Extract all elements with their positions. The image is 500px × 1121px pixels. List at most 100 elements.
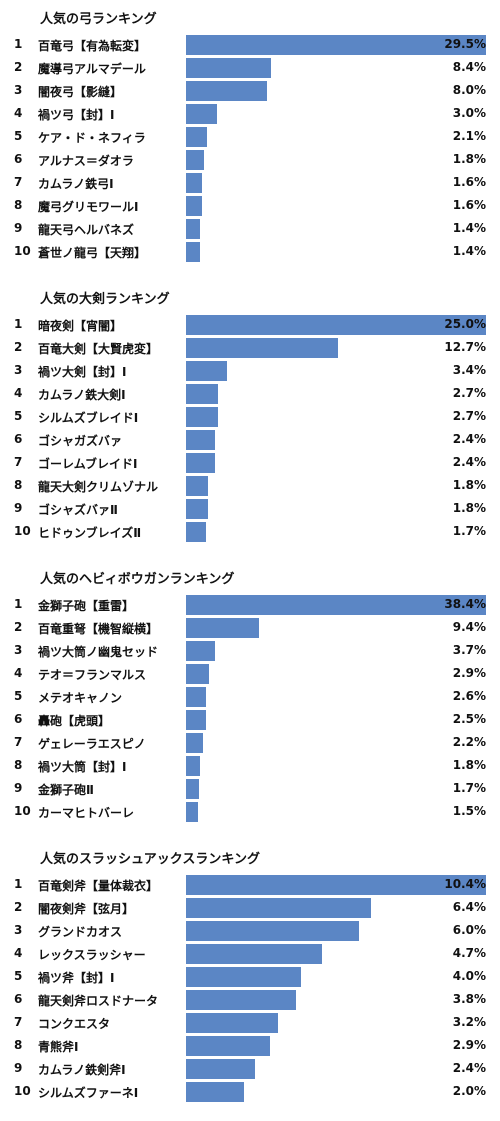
chart-row: 6 轟砲【虎頭】 2.5% <box>0 709 500 732</box>
value-label: 1.6% <box>452 175 486 189</box>
bar <box>186 756 200 776</box>
chart-row: 8 青熊斧Ⅰ 2.9% <box>0 1035 500 1058</box>
bar <box>186 35 486 55</box>
category-label: 禍ツ大剣【封】Ⅰ <box>38 365 127 379</box>
category-label: 禍ツ弓【封】Ⅰ <box>38 108 115 122</box>
category-label: カムラノ鉄剣斧Ⅰ <box>38 1063 126 1077</box>
value-label: 29.5% <box>444 37 486 51</box>
value-label: 1.8% <box>452 152 486 166</box>
bar <box>186 58 271 78</box>
rank-number: 4 <box>14 946 23 960</box>
value-label: 1.7% <box>452 524 486 538</box>
bar <box>186 338 338 358</box>
chart-row: 8 禍ツ大筒【封】Ⅰ 1.8% <box>0 755 500 778</box>
value-label: 12.7% <box>444 340 486 354</box>
value-label: 2.7% <box>452 386 486 400</box>
value-label: 3.2% <box>452 1015 486 1029</box>
category-label: シルムズブレイドⅠ <box>38 411 139 425</box>
category-label: 魔導弓アルマデール <box>38 62 146 76</box>
bar <box>186 1082 244 1102</box>
bar <box>186 150 204 170</box>
chart-row: 10 蒼世ノ龍弓【天翔】 1.4% <box>0 241 500 264</box>
bar <box>186 1059 255 1079</box>
value-label: 2.4% <box>452 432 486 446</box>
bar <box>186 898 371 918</box>
chart-row: 2 闇夜剣斧【弦月】 6.4% <box>0 897 500 920</box>
rank-number: 7 <box>14 455 23 469</box>
bar <box>186 81 267 101</box>
chart-row: 1 百竜弓【有為転変】 29.5% <box>0 34 500 57</box>
rank-number: 7 <box>14 735 23 749</box>
rank-number: 9 <box>14 781 23 795</box>
bar <box>186 219 200 239</box>
bar <box>186 664 209 684</box>
chart-row: 5 メテオキャノン 2.6% <box>0 686 500 709</box>
chart-row: 4 禍ツ弓【封】Ⅰ 3.0% <box>0 103 500 126</box>
category-label: 百竜剣斧【量体裁衣】 <box>38 879 159 893</box>
rank-number: 1 <box>14 37 23 51</box>
value-label: 1.7% <box>452 781 486 795</box>
category-label: グランドカオス <box>38 925 123 939</box>
chart-row: 5 シルムズブレイドⅠ 2.7% <box>0 406 500 429</box>
value-label: 2.4% <box>452 455 486 469</box>
chart-row: 9 ゴシャズバァⅡ 1.8% <box>0 498 500 521</box>
value-label: 9.4% <box>452 620 486 634</box>
category-label: ケア・ド・ネフィラ <box>38 131 146 145</box>
bar <box>186 710 206 730</box>
chart-row: 3 禍ツ大剣【封】Ⅰ 3.4% <box>0 360 500 383</box>
value-label: 3.8% <box>452 992 486 1006</box>
chart-row: 1 金獅子砲【重雷】 38.4% <box>0 594 500 617</box>
value-label: 1.8% <box>452 501 486 515</box>
rank-number: 7 <box>14 1015 23 1029</box>
chart-row: 4 レックスラッシャー 4.7% <box>0 943 500 966</box>
rank-number: 10 <box>14 244 31 258</box>
value-label: 2.5% <box>452 712 486 726</box>
bar <box>186 407 218 427</box>
rank-number: 3 <box>14 643 23 657</box>
value-label: 10.4% <box>444 877 486 891</box>
value-label: 1.4% <box>452 244 486 258</box>
chart-title: 人気のスラッシュアックスランキング <box>40 852 260 867</box>
chart-row: 10 シルムズファーネⅠ 2.0% <box>0 1081 500 1104</box>
category-label: 金獅子砲【重雷】 <box>38 599 135 613</box>
bar <box>186 430 215 450</box>
value-label: 8.0% <box>452 83 486 97</box>
category-label: コンクエスタ <box>38 1017 111 1031</box>
value-label: 1.4% <box>452 221 486 235</box>
rank-number: 5 <box>14 129 23 143</box>
category-label: レックスラッシャー <box>38 948 146 962</box>
rank-number: 4 <box>14 106 23 120</box>
value-label: 1.8% <box>452 758 486 772</box>
category-label: 暗夜剣【宵闇】 <box>38 319 123 333</box>
chart-row: 5 禍ツ斧【封】Ⅰ 4.0% <box>0 966 500 989</box>
rank-number: 10 <box>14 524 31 538</box>
bar <box>186 522 206 542</box>
rank-number: 4 <box>14 386 23 400</box>
chart-row: 7 ゴーレムブレイドⅠ 2.4% <box>0 452 500 475</box>
chart-row: 2 百竜大剣【大賢虎変】 12.7% <box>0 337 500 360</box>
rank-number: 10 <box>14 804 31 818</box>
bar <box>186 990 296 1010</box>
rank-number: 6 <box>14 152 23 166</box>
chart-row: 9 カムラノ鉄剣斧Ⅰ 2.4% <box>0 1058 500 1081</box>
chart-row: 7 ゲェレーラエスピノ 2.2% <box>0 732 500 755</box>
bar <box>186 921 359 941</box>
value-label: 2.9% <box>452 666 486 680</box>
category-label: メテオキャノン <box>38 691 123 705</box>
chart-row: 3 禍ツ大筒ノ幽鬼セッド 3.7% <box>0 640 500 663</box>
rank-number: 9 <box>14 221 23 235</box>
chart-row: 9 金獅子砲Ⅱ 1.7% <box>0 778 500 801</box>
bar <box>186 618 259 638</box>
value-label: 2.1% <box>452 129 486 143</box>
bar <box>186 127 207 147</box>
bar <box>186 476 208 496</box>
category-label: シルムズファーネⅠ <box>38 1086 139 1100</box>
rank-number: 2 <box>14 900 23 914</box>
value-label: 3.0% <box>452 106 486 120</box>
chart-row: 4 カムラノ鉄大剣Ⅰ 2.7% <box>0 383 500 406</box>
category-label: 百竜重弩【機智縦横】 <box>38 622 159 636</box>
value-label: 8.4% <box>452 60 486 74</box>
rank-number: 5 <box>14 409 23 423</box>
chart-row: 9 龍天弓ヘルバネズ 1.4% <box>0 218 500 241</box>
category-label: 龍天大剣クリムゾナル <box>38 480 159 494</box>
